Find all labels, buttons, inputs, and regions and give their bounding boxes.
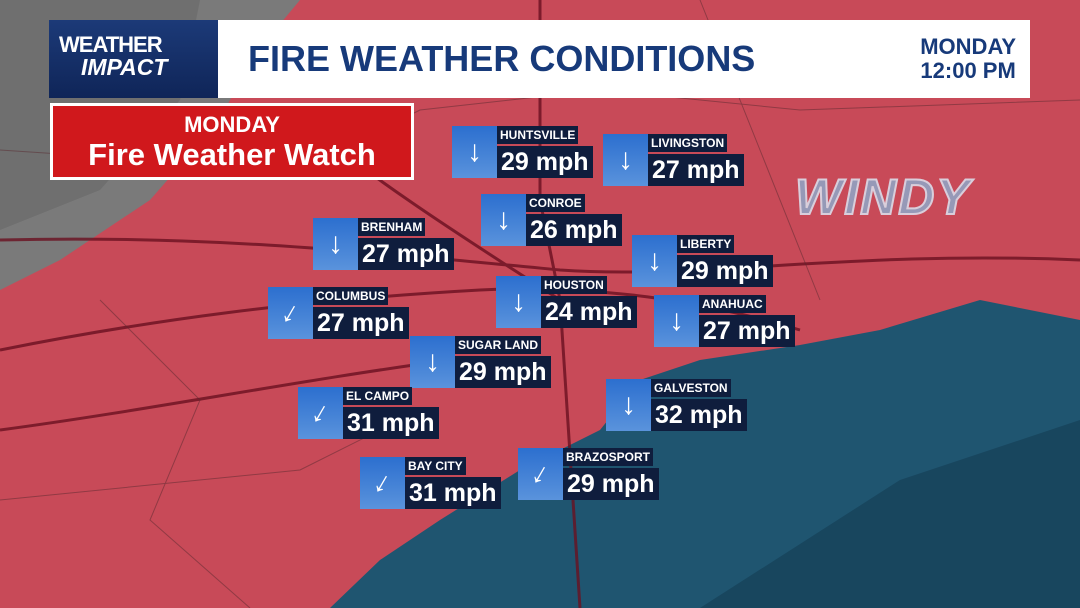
arrow-down-icon: ↓ — [328, 227, 343, 260]
alert-banner: MONDAY Fire Weather Watch — [50, 103, 414, 180]
wind-speed: 27 mph — [313, 307, 409, 339]
wind-speed: 29 mph — [677, 255, 773, 287]
station-name: CONROE — [526, 194, 585, 212]
weather-impact-logo: WEATHER IMPACT — [49, 20, 218, 98]
arrow-down-icon: ↓ — [496, 203, 511, 236]
wind-speed: 31 mph — [405, 477, 501, 509]
arrow-down-icon: ↓ — [511, 285, 526, 318]
logo-line1: WEATHER — [59, 32, 163, 57]
wind-speed: 29 mph — [497, 146, 593, 178]
station-name: BRENHAM — [358, 218, 426, 236]
wind-direction-box: ↓ — [268, 287, 313, 339]
station-name: GALVESTON — [651, 379, 731, 397]
wind-direction-box: ↓ — [654, 295, 699, 347]
wind-speed: 27 mph — [648, 154, 744, 186]
station-name: BRAZOSPORT — [563, 448, 653, 466]
wind-direction-box: ↓ — [452, 126, 497, 178]
alert-day: MONDAY — [184, 112, 280, 137]
wind-direction-box: ↓ — [360, 457, 405, 509]
arrow-down-icon: ↓ — [368, 464, 398, 501]
arrow-down-icon: ↓ — [647, 244, 662, 277]
station-name: LIBERTY — [677, 235, 735, 253]
arrow-down-icon: ↓ — [618, 143, 633, 176]
station-name: BAY CITY — [405, 457, 466, 475]
wind-direction-box: ↓ — [606, 379, 651, 431]
station-name: HUNTSVILLE — [497, 126, 579, 144]
wind-direction-box: ↓ — [298, 387, 343, 439]
wind-direction-box: ↓ — [632, 235, 677, 287]
wind-direction-box: ↓ — [313, 218, 358, 270]
arrow-down-icon: ↓ — [467, 135, 482, 168]
station-name: COLUMBUS — [313, 287, 389, 305]
wind-direction-box: ↓ — [518, 448, 563, 500]
station-name: HOUSTON — [541, 276, 607, 294]
title-bar: FIRE WEATHER CONDITIONS MONDAY 12:00 PM — [218, 20, 1030, 98]
arrow-down-icon: ↓ — [306, 394, 336, 431]
arrow-down-icon: ↓ — [425, 345, 440, 378]
station-name: ANAHUAC — [699, 295, 766, 313]
wind-direction-box: ↓ — [496, 276, 541, 328]
wind-direction-box: ↓ — [410, 336, 455, 388]
arrow-down-icon: ↓ — [669, 304, 684, 337]
wind-speed: 31 mph — [343, 407, 439, 439]
wind-speed: 27 mph — [699, 315, 795, 347]
station-name: LIVINGSTON — [648, 134, 728, 152]
wind-speed: 29 mph — [455, 356, 551, 388]
station-name: SUGAR LAND — [455, 336, 541, 354]
arrow-down-icon: ↓ — [276, 294, 306, 331]
logo-line2: IMPACT — [81, 54, 168, 80]
forecast-day: MONDAY — [920, 34, 1016, 59]
wind-speed: 26 mph — [526, 214, 622, 246]
arrow-down-icon: ↓ — [621, 388, 636, 421]
station-name: EL CAMPO — [343, 387, 413, 405]
arrow-down-icon: ↓ — [526, 455, 556, 492]
page-title: FIRE WEATHER CONDITIONS — [248, 38, 756, 79]
wind-direction-box: ↓ — [481, 194, 526, 246]
wind-speed: 24 mph — [541, 296, 637, 328]
forecast-time: MONDAY 12:00 PM — [920, 35, 1016, 83]
wind-direction-box: ↓ — [603, 134, 648, 186]
windy-overlay-text: WINDY — [794, 168, 972, 226]
wind-speed: 32 mph — [651, 399, 747, 431]
wind-speed: 29 mph — [563, 468, 659, 500]
wind-speed: 27 mph — [358, 238, 454, 270]
alert-label: Fire Weather Watch — [88, 137, 376, 172]
forecast-hour: 12:00 PM — [920, 58, 1016, 83]
